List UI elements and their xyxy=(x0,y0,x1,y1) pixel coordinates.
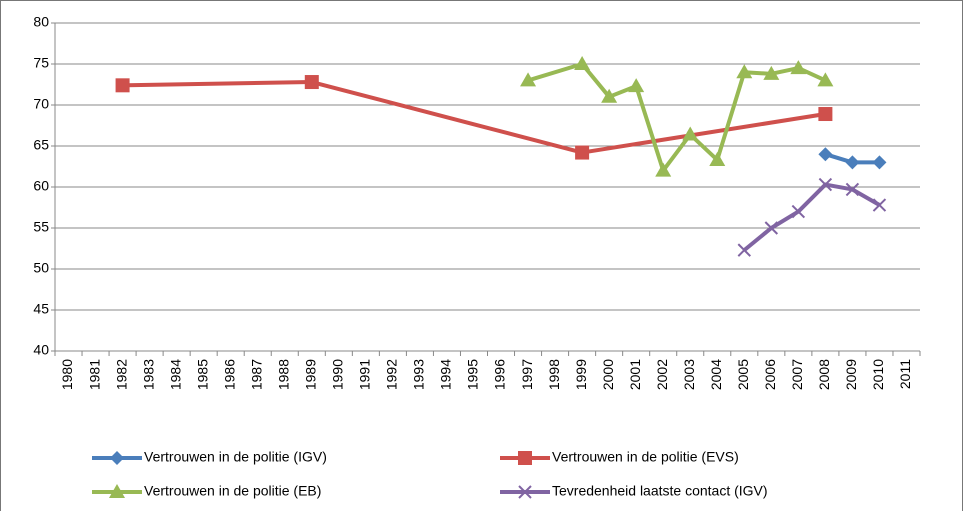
marker xyxy=(736,64,753,79)
x-tick-label: 2000 xyxy=(600,359,616,390)
marker xyxy=(790,60,807,75)
marker xyxy=(109,484,125,498)
y-tick-label: 65 xyxy=(33,137,49,153)
marker xyxy=(628,78,645,93)
marker xyxy=(818,107,833,122)
marker xyxy=(709,151,726,166)
x-tick-label: 1989 xyxy=(303,359,319,390)
marker xyxy=(845,155,860,170)
marker xyxy=(655,162,672,177)
marker xyxy=(764,221,779,235)
marker xyxy=(304,75,319,90)
marker xyxy=(818,147,833,162)
x-tick-label: 1987 xyxy=(248,359,264,390)
x-tick-label: 1981 xyxy=(86,359,102,390)
x-tick-label: 2001 xyxy=(627,359,643,390)
y-tick-label: 75 xyxy=(33,55,49,71)
marker xyxy=(763,65,780,80)
legend-label: Vertrouwen in de politie (EB) xyxy=(144,483,321,499)
x-tick-label: 2008 xyxy=(816,359,832,390)
y-tick-label: 50 xyxy=(33,260,49,276)
marker xyxy=(574,56,591,70)
legend-label: Tevredenheid laatste contact (IGV) xyxy=(552,483,768,499)
x-tick-label: 1983 xyxy=(140,359,156,390)
y-tick-label: 45 xyxy=(33,301,49,317)
y-tick-label: 40 xyxy=(33,342,49,358)
x-tick-label: 2009 xyxy=(843,359,859,390)
x-tick-label: 2006 xyxy=(762,359,778,390)
x-tick-label: 1982 xyxy=(113,359,129,390)
marker xyxy=(817,72,834,87)
x-tick-label: 2010 xyxy=(870,359,886,390)
legend-label: Vertrouwen in de politie (EVS) xyxy=(552,449,739,465)
x-tick-label: 1988 xyxy=(275,359,291,390)
x-tick-label: 1986 xyxy=(221,359,237,390)
x-tick-label: 2005 xyxy=(735,359,751,390)
marker xyxy=(872,198,887,212)
marker xyxy=(115,78,130,93)
x-tick-label: 1990 xyxy=(330,359,346,390)
marker xyxy=(575,145,590,160)
x-tick-label: 1991 xyxy=(357,359,373,390)
marker xyxy=(518,485,532,499)
x-tick-label: 1995 xyxy=(465,359,481,390)
x-tick-label: 1996 xyxy=(492,359,508,390)
x-tick-label: 1984 xyxy=(167,359,183,390)
marker xyxy=(737,243,752,257)
x-tick-label: 2002 xyxy=(654,359,670,390)
marker xyxy=(518,451,532,465)
marker xyxy=(791,204,806,219)
marker xyxy=(872,155,887,170)
x-tick-label: 2011 xyxy=(897,359,913,389)
x-tick-label: 1997 xyxy=(519,359,535,390)
legend-label: Vertrouwen in de politie (IGV) xyxy=(144,449,327,465)
y-tick-label: 70 xyxy=(33,96,49,112)
marker xyxy=(682,126,699,141)
x-tick-label: 1999 xyxy=(573,359,589,390)
y-tick-label: 55 xyxy=(33,219,49,235)
x-tick-label: 1992 xyxy=(384,359,400,390)
x-tick-label: 1998 xyxy=(546,359,562,390)
marker xyxy=(845,182,860,197)
x-tick-label: 1994 xyxy=(438,359,454,390)
x-tick-label: 1985 xyxy=(194,359,210,390)
y-tick-label: 60 xyxy=(33,178,49,194)
x-tick-label: 2004 xyxy=(708,359,724,390)
marker xyxy=(601,88,618,103)
x-tick-label: 1980 xyxy=(59,359,75,390)
y-tick-label: 80 xyxy=(33,14,49,30)
marker xyxy=(818,177,833,192)
x-tick-label: 2003 xyxy=(681,359,697,390)
marker xyxy=(520,72,537,87)
x-tick-label: 2007 xyxy=(789,359,805,390)
series-line xyxy=(122,80,826,155)
x-tick-label: 1993 xyxy=(411,359,427,390)
marker xyxy=(110,451,124,465)
